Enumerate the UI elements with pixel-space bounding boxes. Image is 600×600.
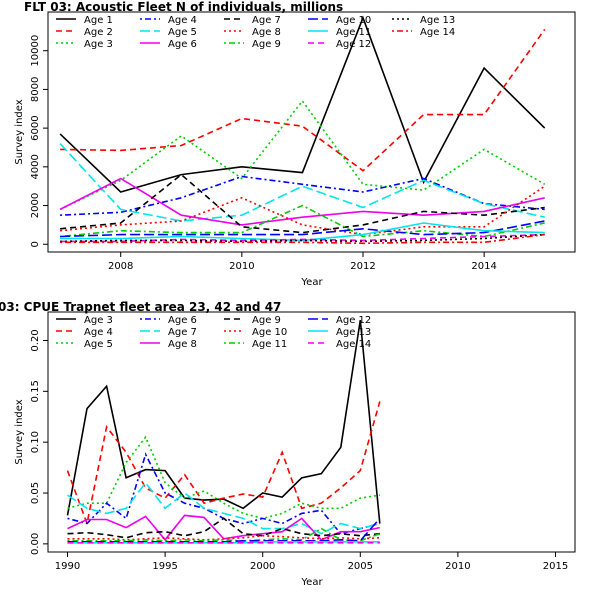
series-line-age-8 <box>60 185 546 236</box>
legend-label: Age 11 <box>336 27 371 38</box>
plot-frame <box>47 11 576 253</box>
legend-label: Age 14 <box>336 339 371 350</box>
series-lines <box>66 319 381 544</box>
y-tick-label: 0.05 <box>30 482 41 504</box>
legend-label: Age 6 <box>168 315 197 326</box>
series-line-age-11 <box>60 222 545 242</box>
y-tick-label: 10000 <box>30 35 41 67</box>
legend-label: Age 1 <box>84 15 113 26</box>
legend-label: Age 8 <box>168 339 197 350</box>
legend-label: Age 10 <box>252 327 287 338</box>
series-line-age-5 <box>59 143 545 222</box>
y-tick-label: 0.15 <box>30 380 41 402</box>
legend-label: Age 5 <box>168 27 197 38</box>
legend-label: Age 2 <box>84 27 113 38</box>
y-tick-label: 0.20 <box>30 329 41 351</box>
legend-label: Age 4 <box>84 327 113 338</box>
series-line-age-10 <box>60 220 545 238</box>
legend-label: Age 13 <box>336 327 371 338</box>
y-axis-label: Survey index <box>14 399 25 464</box>
series-line-age-5 <box>67 435 380 520</box>
series-line-age-7 <box>60 173 545 234</box>
x-tick-label: 2000 <box>250 561 275 572</box>
legend-label: Age 3 <box>84 39 113 50</box>
series-line-age-9 <box>67 517 380 539</box>
panel-acoustic-fleet: FLT 03: Acoustic Fleet N of individuals,… <box>14 0 576 288</box>
series-line-age-1 <box>59 15 546 193</box>
series-line-age-14 <box>60 233 545 245</box>
series-line-age-3 <box>66 319 381 524</box>
x-tick-label: 2008 <box>108 261 133 272</box>
x-tick-label: 2012 <box>350 261 375 272</box>
x-ticks: 1990 1995 2000 2005 2010 2015 <box>55 552 568 572</box>
y-ticks: 0 2000 4000 6000 8000 10000 <box>30 35 48 247</box>
series-line-age-13 <box>60 233 545 243</box>
series-line-age-10 <box>67 534 380 541</box>
x-tick-label: 2015 <box>543 561 568 572</box>
x-tick-label: 1995 <box>152 561 177 572</box>
x-tick-label: 2010 <box>445 561 470 572</box>
y-ticks: 0.00 0.05 0.10 0.15 0.20 <box>30 329 48 555</box>
x-axis-label: Year <box>300 577 323 588</box>
x-tick-label: 1990 <box>55 561 80 572</box>
x-tick-label: 2010 <box>229 261 254 272</box>
plot-frame <box>47 311 576 553</box>
chart-title: FLT 03: Acoustic Fleet N of individuals,… <box>24 0 343 14</box>
chart-title: 03: CPUE Trapnet fleet area 23, 42 and 4… <box>0 300 281 314</box>
legend-label: Age 11 <box>252 339 287 350</box>
x-ticks: 2008 2010 2012 2014 <box>108 252 497 272</box>
legend-label: Age 3 <box>84 315 113 326</box>
legend-label: Age 4 <box>168 15 197 26</box>
y-tick-label: 6000 <box>30 115 41 140</box>
series-line-age-12 <box>67 517 381 543</box>
y-tick-label: 0.00 <box>30 533 41 555</box>
series-line-age-4 <box>66 401 381 527</box>
series-line-age-4 <box>60 175 545 216</box>
y-tick-label: 4000 <box>30 154 41 179</box>
legend-label: Age 14 <box>420 27 455 38</box>
panel-cpue-trapnet: 03: CPUE Trapnet fleet area 23, 42 and 4… <box>0 300 576 588</box>
series-line-age-6 <box>67 452 381 535</box>
legend-label: Age 9 <box>252 315 281 326</box>
legend-label: Age 7 <box>168 327 197 338</box>
x-axis-label: Year <box>300 277 323 288</box>
series-line-age-7 <box>67 481 381 535</box>
legend-label: Age 6 <box>168 39 197 50</box>
series-line-age-9 <box>60 204 545 238</box>
y-tick-label: 0 <box>30 241 41 247</box>
y-axis-label: Survey index <box>14 99 25 164</box>
legend-label: Age 8 <box>252 27 281 38</box>
x-tick-label: 2014 <box>471 261 496 272</box>
legend-label: Age 9 <box>252 39 281 50</box>
legend-label: Age 12 <box>336 39 371 50</box>
x-tick-label: 2005 <box>348 561 373 572</box>
series-line-age-3 <box>59 99 546 211</box>
legend-label: Age 13 <box>420 15 455 26</box>
legend-label: Age 5 <box>84 339 113 350</box>
y-tick-label: 2000 <box>30 193 41 218</box>
legend-label: Age 12 <box>336 315 371 326</box>
series-line-age-2 <box>60 28 546 172</box>
series-line-age-11 <box>67 527 381 542</box>
y-tick-label: 0.10 <box>30 431 41 453</box>
series-lines <box>59 15 546 245</box>
y-tick-label: 8000 <box>30 77 41 102</box>
legend-label: Age 7 <box>252 15 281 26</box>
legend-label: Age 10 <box>336 15 371 26</box>
series-line-age-6 <box>59 177 545 226</box>
